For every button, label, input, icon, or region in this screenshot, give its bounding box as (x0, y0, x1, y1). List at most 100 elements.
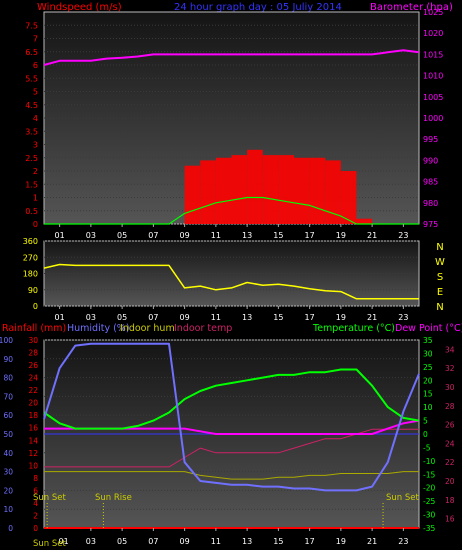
p3-xlabel-01: 01 (59, 537, 69, 546)
p2-xlabel-01: 01 (55, 313, 65, 322)
p1-xlabel-21: 21 (367, 231, 377, 240)
hum-tick-100: 100 (0, 336, 13, 345)
rain-tick-20: 20 (28, 399, 38, 408)
gust-bar-12 (231, 155, 248, 224)
rain-tick-14: 14 (28, 436, 38, 445)
gust-bar-20 (356, 218, 373, 224)
p1-xlabel-15: 15 (273, 231, 283, 240)
indoor-tick-32: 32 (445, 364, 455, 373)
indoor-tick-16: 16 (445, 515, 455, 524)
hum-tick-10: 10 (3, 505, 13, 514)
humidity-line (43, 342, 420, 492)
indoor-tick-30: 30 (445, 383, 455, 392)
hum-tick-70: 70 (3, 392, 13, 401)
rain-tick-2: 2 (33, 511, 38, 520)
p2-tick-360: 360 (23, 237, 38, 246)
p2-xlabel-05: 05 (117, 313, 127, 322)
p1-right-tick-980: 980 (423, 199, 438, 208)
rain-tick-28: 28 (28, 349, 38, 358)
avg-wind-line (44, 196, 419, 225)
p1-left-tick-0.5: 0.5 (25, 207, 38, 216)
p2-xlabel-03: 03 (86, 313, 96, 322)
p1-xlabel-17: 17 (305, 231, 315, 240)
p3-xlabel-13: 13 (242, 537, 252, 546)
p1-left-tick-0: 0 (33, 220, 38, 229)
rain-tick-12: 12 (28, 449, 38, 458)
p1-xlabel-23: 23 (398, 231, 408, 240)
p2-tick-270: 270 (23, 253, 38, 262)
hum-tick-20: 20 (3, 486, 13, 495)
temp-tick-5: 5 (423, 417, 428, 426)
gust-bar-17 (309, 157, 326, 224)
p1-xlabel-13: 13 (242, 231, 252, 240)
dewpoint-title: Dew Point (°C) (395, 323, 462, 334)
x-sunset-label: Sun Set (33, 539, 66, 549)
hum-tick-80: 80 (3, 374, 13, 383)
p1-xlabel-09: 09 (180, 231, 190, 240)
indoor-temp-title: Indoor temp (174, 323, 232, 334)
p3-xlabel-05: 05 (117, 537, 127, 546)
rain-tick-4: 4 (33, 499, 38, 508)
indoor-tick-34: 34 (445, 345, 455, 354)
p1-left-tick-1.5: 1.5 (25, 180, 38, 189)
compass-W-1: W (435, 257, 445, 268)
hum-tick-60: 60 (3, 411, 13, 420)
p1-left-tick-4: 4 (33, 114, 38, 123)
rain-tick-16: 16 (28, 424, 38, 433)
temperature-title: Temperature (°C) (312, 323, 395, 334)
p1-left-tick-3.5: 3.5 (25, 127, 38, 136)
rain-tick-30: 30 (28, 336, 38, 345)
graph-title: 24 hour graph day : 05 Juliy 2014 (174, 2, 342, 13)
rainfall-title: Rainfall (mm) (2, 323, 66, 334)
p2-tick-90: 90 (28, 286, 38, 295)
p1-left-tick-6: 6 (33, 61, 38, 70)
p1-left-tick-2: 2 (33, 167, 38, 176)
rain-tick-8: 8 (33, 474, 38, 483)
gust-bar-18 (325, 160, 341, 224)
p1-right-tick-1010: 1010 (423, 72, 443, 81)
gust-bar-10 (200, 160, 216, 224)
p1-right-tick-1025: 1025 (423, 8, 443, 17)
barometer-line (43, 49, 420, 66)
p1-xlabel-05: 05 (117, 231, 127, 240)
p3-xlabel-11: 11 (211, 537, 221, 546)
compass-N-0: N (436, 242, 443, 253)
p1-left-tick-4.5: 4.5 (25, 101, 38, 110)
p3-xlabel-07: 07 (148, 537, 158, 546)
hum-tick-0: 0 (8, 524, 13, 533)
p2-xlabel-21: 21 (367, 313, 377, 322)
gust-bar-19 (340, 171, 357, 224)
indoor-tick-22: 22 (445, 458, 455, 467)
p1-left-tick-5.5: 5.5 (25, 74, 38, 83)
p3-xlabel-15: 15 (273, 537, 283, 546)
indoor-tick-18: 18 (445, 496, 455, 505)
temp-tick--10: -10 (423, 457, 435, 466)
temp-tick--15: -15 (423, 470, 435, 479)
p1-left-tick-7: 7 (33, 35, 38, 44)
gust-bar-14 (262, 155, 279, 224)
p1-xlabel-01: 01 (55, 231, 65, 240)
p1-right-tick-990: 990 (423, 156, 438, 165)
p1-right-tick-1005: 1005 (423, 93, 443, 102)
wind-direction-line (43, 263, 419, 300)
gust-bar-11 (215, 157, 232, 224)
p2-xlabel-13: 13 (242, 313, 252, 322)
p1-right-tick-985: 985 (423, 178, 438, 187)
temp-tick-0: 0 (423, 430, 428, 439)
compass-E-3: E (437, 287, 443, 298)
temp-tick-35: 35 (423, 336, 433, 345)
p3-xlabel-03: 03 (86, 537, 96, 546)
indoor-tick-24: 24 (445, 439, 455, 448)
temp-tick-20: 20 (423, 376, 433, 385)
sunrise-label: Sun Rise (95, 493, 132, 503)
rain-tick-6: 6 (33, 486, 38, 495)
rain-tick-24: 24 (28, 374, 38, 383)
hum-tick-50: 50 (3, 430, 13, 439)
rain-tick-10: 10 (28, 461, 38, 470)
temp-tick--5: -5 (423, 443, 431, 452)
indoor-hum-title: Indoor hum (120, 323, 175, 334)
rain-tick-22: 22 (28, 386, 38, 395)
windspeed-title: Windspeed (m/s) (37, 2, 122, 13)
indoor-tick-20: 20 (445, 477, 455, 486)
